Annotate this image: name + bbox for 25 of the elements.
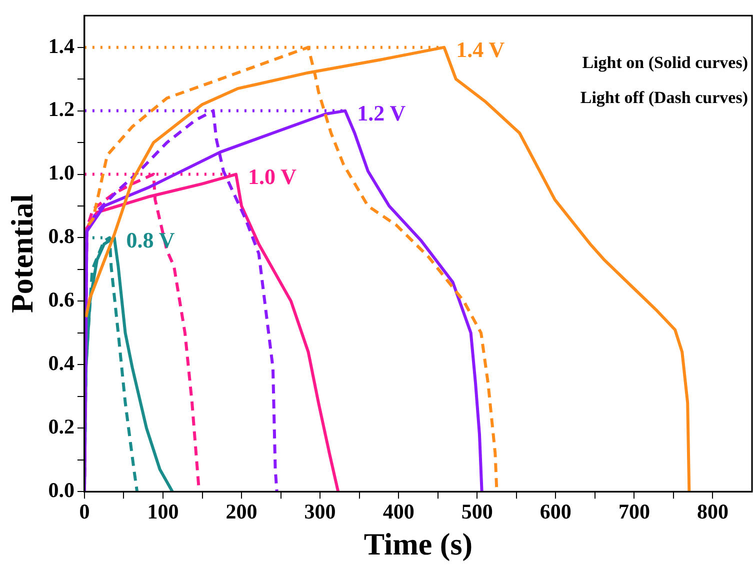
x-tick-label: 500 xyxy=(461,500,493,524)
x-tick-label: 400 xyxy=(382,500,414,524)
x-axis-title: Time (s) xyxy=(364,526,473,562)
x-tick-label: 200 xyxy=(226,500,258,524)
x-tick-label: 0 xyxy=(79,500,90,524)
annotation: Light off (Dash curves) xyxy=(580,88,748,107)
y-tick-label: 0.2 xyxy=(48,414,74,439)
y-tick-label: 0.6 xyxy=(48,288,74,312)
x-tick-label: 600 xyxy=(540,500,572,524)
y-tick-label: 1.2 xyxy=(48,97,74,122)
x-tick-label: 100 xyxy=(147,500,179,524)
x-tick-label: 300 xyxy=(304,500,336,524)
x-tick-label: 700 xyxy=(618,500,650,524)
annotation: Light on (Solid curves) xyxy=(582,52,748,72)
annotation: 1.0 V xyxy=(248,164,297,189)
x-tick-label: 800 xyxy=(696,500,728,524)
annotation: 1.4 V xyxy=(456,37,505,62)
y-axis-title: Potential xyxy=(4,194,40,314)
annotation: 1.2 V xyxy=(357,100,406,126)
y-tick-label: 0.4 xyxy=(48,351,75,376)
y-tick-label: 1.4 xyxy=(48,34,75,58)
y-tick-label: 0.8 xyxy=(48,224,74,248)
y-tick-label: 1.0 xyxy=(48,160,74,185)
y-tick-label: 0.0 xyxy=(48,478,74,502)
annotation: 0.8 V xyxy=(126,227,175,252)
